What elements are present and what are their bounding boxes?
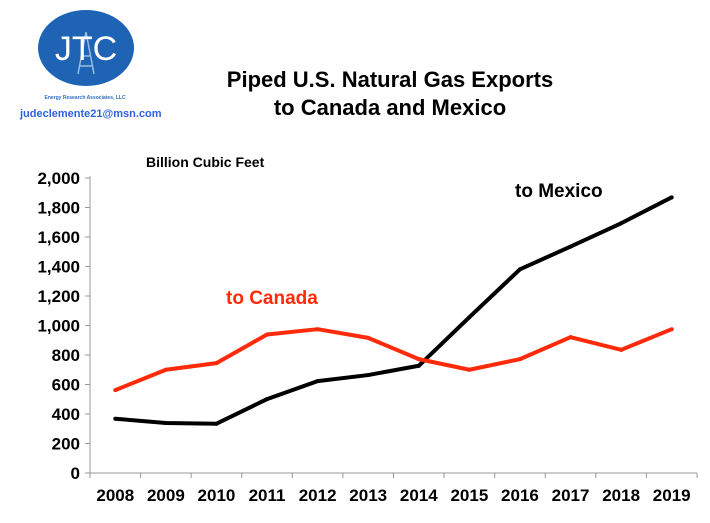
to-mexico-point [619,221,624,226]
to-canada-point [619,347,624,352]
to-canada-point [467,367,472,372]
x-tick-label: 2018 [602,486,640,505]
to-mexico-point [163,420,168,425]
to-canada-point [517,357,522,362]
to-canada-line [114,327,673,392]
x-tick-label: 2016 [501,486,539,505]
to-canada-point [315,327,320,332]
y-tick-label: 400 [52,405,80,424]
to-mexico-point [568,244,573,249]
x-tick-label: 2014 [400,486,438,505]
x-tick-label: 2008 [96,486,134,505]
svg-text:JTC: JTC [55,30,117,68]
x-tick-label: 2011 [249,486,286,505]
logo-subtitle: Energy Research Associates, LLC [44,95,126,101]
to-canada-point [568,335,573,340]
to-mexico-point [467,315,472,320]
x-tick-label: 2010 [198,486,236,505]
title-line-2: to Canada and Mexico [273,95,507,120]
to-canada-point [669,327,674,332]
to-canada-point [366,335,371,340]
y-tick-label: 200 [52,435,80,454]
x-tick-label: 2015 [450,486,488,505]
y-tick-label: 0 [71,464,80,483]
to-mexico-point [366,373,371,378]
x-tick-label: 2012 [299,486,337,505]
title-line-1: Piped U.S. Natural Gas Exports [226,67,554,92]
series-label-to-mexico: to Mexico [515,181,603,202]
to-mexico-point [214,421,219,426]
to-mexico-point [315,379,320,384]
to-mexico-line [115,195,673,426]
x-tick-label: 2009 [147,486,185,505]
y-tick-label: 1,800 [37,199,80,218]
y-tick-label: 2,000 [37,169,80,188]
y-tick-label: 1,400 [37,258,80,277]
to-canada-point [214,361,219,366]
to-canada-point [163,367,168,372]
jtc-logo: JTC [38,10,134,86]
to-mexico-point [669,195,674,200]
chart-title: Piped U.S. Natural Gas Exports to Canada… [180,66,600,122]
y-axis-label: Billion Cubic Feet [146,154,265,170]
x-tick-label: 2013 [349,486,387,505]
series-label-to-canada: to Canada [226,288,318,309]
y-tick-label: 600 [52,376,80,395]
to-mexico-point [113,416,118,421]
to-mexico-point [416,363,421,368]
y-tick-label: 800 [52,346,80,365]
x-tick-label: 2017 [552,486,590,505]
y-tick-label: 1,200 [37,287,80,306]
x-tick-label: 2019 [653,486,691,505]
to-mexico-point [265,397,270,402]
to-mexico-point [517,267,522,272]
to-canada-point [265,332,270,337]
contact-email: judeclemente21@msn.com [20,108,162,120]
y-tick-label: 1,600 [37,228,80,247]
to-canada-point [416,357,421,362]
y-tick-label: 1,000 [37,317,80,336]
to-canada-point [113,388,118,393]
